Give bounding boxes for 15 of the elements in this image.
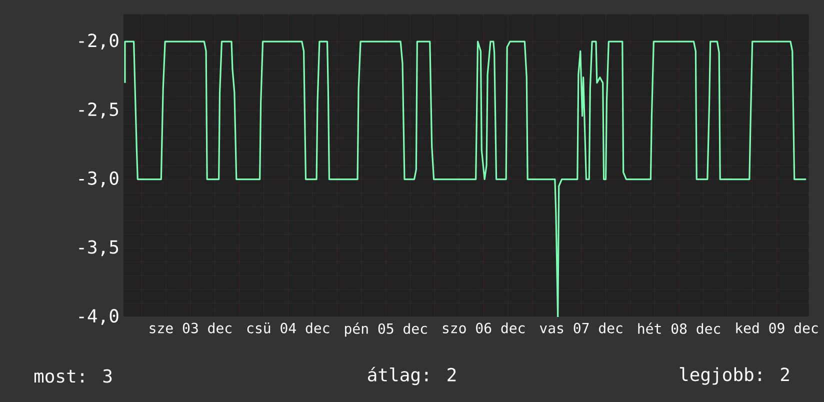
x-tick-label: szo 06 dec xyxy=(442,322,525,334)
text: most: 3 xyxy=(34,369,112,383)
y-tick-label: -3,5 xyxy=(79,240,118,256)
y-tick-label: -2,0 xyxy=(79,34,118,50)
y-tick-label: -2,5 xyxy=(79,102,118,118)
x-tick-label: vas 07 dec xyxy=(540,322,622,334)
x-tick-label: ked 09 dec xyxy=(736,322,818,334)
text: átlag: 2 xyxy=(368,366,456,386)
y-tick-label: -3,0 xyxy=(79,171,118,188)
x-tick-label: csü 04 dec xyxy=(247,322,330,334)
y-tick-label: -4,0 xyxy=(79,309,118,325)
x-tick-label: hét 08 dec xyxy=(638,322,720,334)
x-tick-label: sze 03 dec xyxy=(150,322,232,334)
text: legjobb: 2 xyxy=(680,367,789,385)
x-tick-label: pén 05 dec xyxy=(345,322,427,337)
